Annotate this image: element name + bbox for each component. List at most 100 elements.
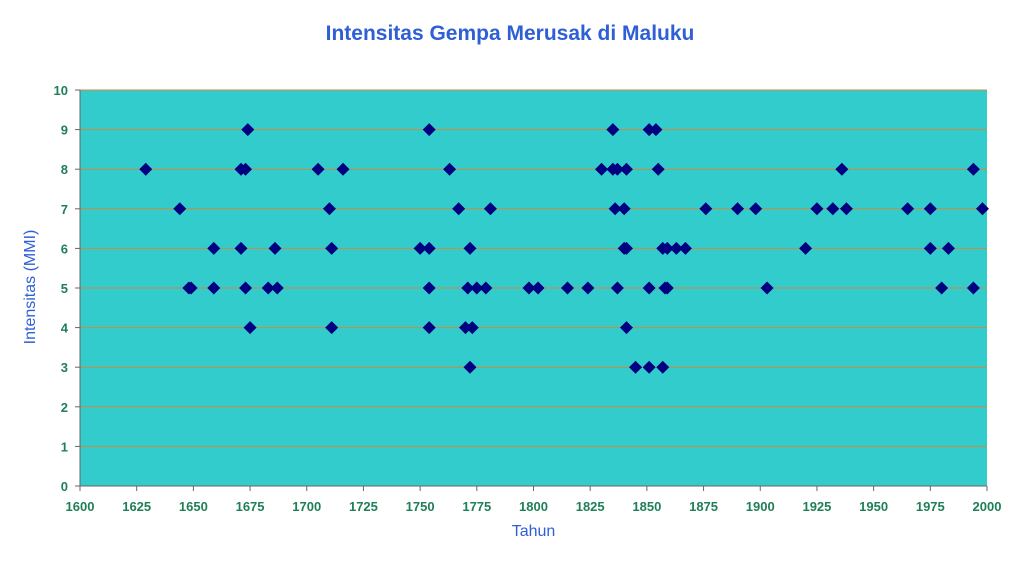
- data-point: [642, 281, 656, 295]
- x-tick-labels: 1600 1625 1650 1675 1700 1725 1750 1775 1800 1825…: [66, 486, 1002, 514]
- data-point: [669, 241, 683, 255]
- y-tick-label: 4: [61, 321, 69, 336]
- data-point: [463, 360, 477, 374]
- data-point: [606, 123, 620, 137]
- data-point: [422, 241, 436, 255]
- data-point: [325, 241, 339, 255]
- x-tick-label: 1825: [576, 499, 605, 514]
- data-point: [207, 241, 221, 255]
- x-tick-label: 1775: [462, 499, 491, 514]
- data-point: [619, 162, 633, 176]
- y-tick-label: 6: [61, 241, 68, 256]
- x-tick-label: 1675: [236, 499, 265, 514]
- data-point: [608, 202, 622, 216]
- data-point: [660, 241, 674, 255]
- data-point: [619, 241, 633, 255]
- data-point: [642, 360, 656, 374]
- data-point: [325, 321, 339, 335]
- data-point: [413, 241, 427, 255]
- y-tick-label: 5: [61, 281, 68, 296]
- data-point: [270, 281, 284, 295]
- y-tick-labels: 0 1 2 3 4 5 6 7 8 9 10: [54, 83, 80, 494]
- x-tick-label: 1725: [349, 499, 378, 514]
- data-point: [610, 281, 624, 295]
- data-point: [656, 360, 670, 374]
- x-tick-label: 1625: [122, 499, 151, 514]
- data-point: [443, 162, 457, 176]
- x-tick-label: 1800: [519, 499, 548, 514]
- data-point: [241, 123, 255, 137]
- data-point: [465, 321, 479, 335]
- x-tick-label: 1950: [859, 499, 888, 514]
- data-point: [139, 162, 153, 176]
- y-tick-label: 1: [61, 439, 68, 454]
- data-point: [322, 202, 336, 216]
- data-point: [479, 281, 493, 295]
- data-point: [810, 202, 824, 216]
- y-tick-label: 8: [61, 162, 68, 177]
- y-tick-label: 2: [61, 400, 68, 415]
- data-point: [799, 241, 813, 255]
- data-point: [923, 241, 937, 255]
- data-point: [966, 162, 980, 176]
- data-point: [975, 202, 989, 216]
- data-point: [595, 162, 609, 176]
- data-point: [207, 281, 221, 295]
- data-point: [660, 281, 674, 295]
- data-point: [184, 281, 198, 295]
- x-tick-label: 1650: [179, 499, 208, 514]
- data-point: [422, 123, 436, 137]
- x-tick-label: 1750: [406, 499, 435, 514]
- data-point: [234, 241, 248, 255]
- data-point: [941, 241, 955, 255]
- data-point: [678, 241, 692, 255]
- data-points: [139, 123, 989, 374]
- x-tick-label: 1925: [802, 499, 831, 514]
- x-tick-label: 1900: [746, 499, 775, 514]
- data-point: [901, 202, 915, 216]
- x-tick-label: 1850: [632, 499, 661, 514]
- data-point: [461, 281, 475, 295]
- data-point: [463, 241, 477, 255]
- data-point: [422, 321, 436, 335]
- data-point: [458, 321, 472, 335]
- x-tick-label: 1700: [292, 499, 321, 514]
- data-point: [835, 162, 849, 176]
- data-point: [336, 162, 350, 176]
- data-point: [452, 202, 466, 216]
- data-point: [422, 281, 436, 295]
- data-point: [826, 202, 840, 216]
- data-point: [173, 202, 187, 216]
- y-axis-label: Intensitas (MMI): [22, 229, 39, 345]
- data-point: [629, 360, 643, 374]
- data-point: [649, 123, 663, 137]
- data-point: [619, 321, 633, 335]
- y-tick-label: 0: [61, 479, 68, 494]
- data-point: [760, 281, 774, 295]
- x-tick-label: 1975: [916, 499, 945, 514]
- data-point: [651, 162, 665, 176]
- x-tick-label: 2000: [973, 499, 1002, 514]
- data-point: [731, 202, 745, 216]
- data-point: [239, 281, 253, 295]
- x-tick-label: 1875: [689, 499, 718, 514]
- data-point: [261, 281, 275, 295]
- data-point: [966, 281, 980, 295]
- data-point: [531, 281, 545, 295]
- y-tick-label: 7: [61, 202, 68, 217]
- data-point: [522, 281, 536, 295]
- data-point: [483, 202, 497, 216]
- data-point: [243, 321, 257, 335]
- data-point: [923, 202, 937, 216]
- data-point: [749, 202, 763, 216]
- data-point: [561, 281, 575, 295]
- y-tick-label: 3: [61, 360, 68, 375]
- data-point: [311, 162, 325, 176]
- y-tick-label: 10: [54, 83, 68, 98]
- data-point: [699, 202, 713, 216]
- data-point: [610, 162, 624, 176]
- x-tick-label: 1600: [66, 499, 95, 514]
- data-point: [935, 281, 949, 295]
